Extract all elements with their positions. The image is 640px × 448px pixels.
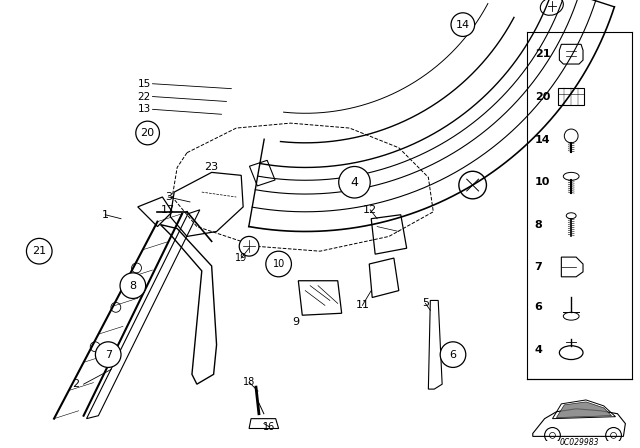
Text: 10: 10: [535, 177, 550, 187]
Text: 8: 8: [535, 220, 543, 229]
Circle shape: [459, 171, 486, 199]
Text: 13: 13: [138, 104, 150, 114]
Circle shape: [339, 167, 370, 198]
Text: 3: 3: [164, 192, 172, 202]
Circle shape: [26, 238, 52, 264]
Text: 5: 5: [422, 298, 429, 308]
Text: 20: 20: [141, 128, 155, 138]
Text: 8: 8: [129, 280, 136, 291]
Text: 1: 1: [102, 210, 109, 220]
Text: 15: 15: [138, 79, 150, 89]
Text: 4: 4: [535, 345, 543, 355]
Circle shape: [440, 342, 466, 367]
Text: 7: 7: [105, 349, 112, 360]
Polygon shape: [556, 402, 612, 418]
Text: 23: 23: [205, 163, 219, 172]
Circle shape: [120, 273, 146, 298]
Text: 14: 14: [535, 135, 550, 145]
Text: 6: 6: [535, 302, 543, 312]
Text: 11: 11: [355, 300, 369, 310]
Circle shape: [239, 237, 259, 256]
Text: 19: 19: [235, 253, 247, 263]
Text: 2: 2: [72, 379, 79, 389]
Circle shape: [95, 342, 121, 367]
Text: 4: 4: [351, 176, 358, 189]
Text: 7: 7: [535, 262, 543, 272]
Text: 12: 12: [363, 205, 378, 215]
Text: 14: 14: [456, 20, 470, 30]
Text: 22: 22: [138, 91, 150, 102]
Text: 16: 16: [262, 422, 275, 431]
Circle shape: [266, 251, 291, 277]
Text: 6: 6: [449, 349, 456, 360]
Text: 0C029983: 0C029983: [559, 438, 599, 448]
Ellipse shape: [540, 0, 563, 15]
Circle shape: [136, 121, 159, 145]
Text: 20: 20: [535, 91, 550, 102]
Text: 17: 17: [161, 205, 175, 215]
Text: 10: 10: [273, 259, 285, 269]
Bar: [558, 88, 584, 105]
Text: 21: 21: [32, 246, 46, 256]
Text: 9: 9: [292, 317, 299, 327]
Circle shape: [451, 13, 475, 36]
Text: 18: 18: [243, 377, 255, 387]
Text: 21: 21: [535, 49, 550, 59]
